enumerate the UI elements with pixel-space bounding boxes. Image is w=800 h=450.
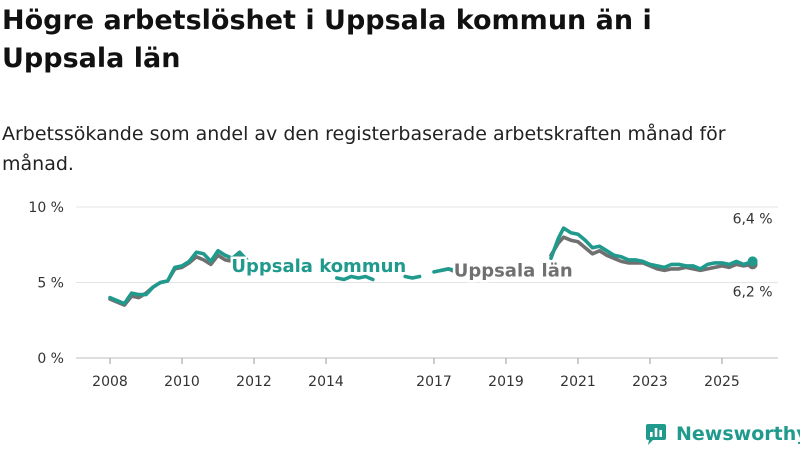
chart-subtitle: Arbetssökande som andel av den registerb… — [2, 123, 726, 175]
series-line — [549, 226, 755, 271]
y-tick-label: 0 % — [37, 351, 64, 367]
x-tick-label: 2014 — [308, 374, 344, 390]
x-tick-label: 2019 — [488, 374, 524, 390]
series-line — [432, 265, 487, 274]
series-line — [335, 274, 375, 282]
x-tick-label: 2008 — [92, 374, 128, 390]
x-tick-label: 2012 — [236, 374, 272, 390]
y-tick-label: 5 % — [37, 276, 64, 292]
brand-name: Newsworthy — [676, 423, 800, 445]
end-value-label: 6,4 % — [733, 211, 773, 227]
series-line — [108, 249, 249, 306]
line-chart: 0 % 5 % 10 % 2008 2010 2012 2014 2017 2019 2021 20… — [28, 200, 778, 390]
series-end-point — [747, 256, 758, 267]
brand[interactable]: Newsworthy — [644, 420, 800, 448]
x-tick-label: 2021 — [560, 374, 596, 390]
x-tick-label: 2023 — [632, 374, 668, 390]
end-value-label: 6,2 % — [733, 284, 773, 300]
x-tick-label: 2025 — [704, 374, 740, 390]
series-line — [403, 274, 422, 280]
series-annotation-label: Uppsala län — [454, 260, 573, 281]
chart-title: Högre arbetslöshet i Uppsala kommun än i… — [2, 5, 652, 74]
x-tick-label: 2017 — [416, 374, 452, 390]
newsworthy-logo-icon — [646, 424, 666, 445]
series-annotation-label: Uppsala kommun — [231, 256, 406, 277]
x-tick-label: 2010 — [164, 374, 200, 390]
y-tick-label: 10 % — [28, 200, 64, 216]
